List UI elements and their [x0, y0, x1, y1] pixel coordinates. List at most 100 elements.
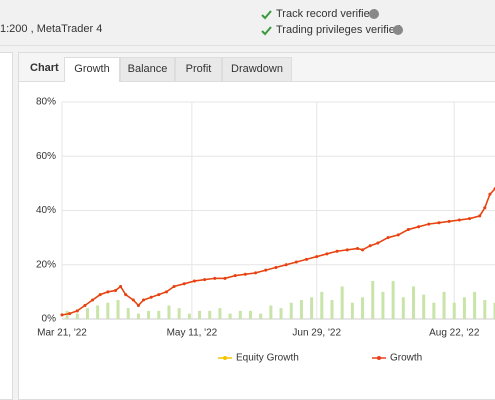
bar: [401, 297, 405, 319]
bar: [187, 313, 191, 319]
y-tick-label: 80%: [36, 97, 56, 108]
bar: [310, 297, 314, 319]
bar: [371, 281, 375, 319]
point: [274, 265, 278, 269]
point: [113, 289, 117, 293]
point: [172, 284, 176, 288]
point: [164, 290, 168, 294]
point: [124, 293, 128, 297]
bar: [126, 308, 130, 319]
bar: [279, 308, 283, 319]
bar: [198, 310, 202, 319]
bar: [350, 302, 354, 319]
point: [417, 225, 421, 229]
point: [478, 214, 482, 218]
bar: [442, 291, 446, 319]
point: [345, 248, 349, 252]
point: [361, 248, 365, 252]
x-tick-label: Aug 22, '22: [429, 328, 480, 339]
series-line: [61, 188, 495, 316]
point: [284, 263, 288, 267]
check-text: Track record verified: [276, 8, 376, 20]
point: [75, 309, 79, 313]
point: [213, 276, 217, 280]
point: [254, 271, 258, 275]
tab-label: Chart: [30, 62, 59, 74]
point: [142, 298, 146, 302]
point: [243, 272, 247, 276]
y-tick-label: 20%: [36, 259, 56, 270]
point: [149, 295, 153, 299]
bar: [147, 310, 151, 319]
bar: [483, 300, 487, 319]
point: [131, 298, 135, 302]
point: [223, 276, 227, 280]
bar: [65, 310, 69, 319]
x-tick-label: Jun 29, '22: [292, 328, 341, 339]
legend-marker: [377, 356, 381, 360]
bar: [116, 300, 120, 319]
point: [315, 255, 319, 259]
point: [447, 219, 451, 223]
point: [457, 218, 461, 222]
chart-card: [18, 52, 495, 400]
point: [119, 284, 123, 288]
bar: [136, 313, 140, 319]
tab[interactable]: Growth: [64, 57, 120, 82]
point: [203, 278, 207, 282]
bar: [248, 310, 252, 319]
bar: [75, 313, 79, 319]
bar: [208, 310, 212, 319]
point: [368, 244, 372, 248]
legend-marker: [223, 356, 227, 360]
point: [386, 236, 390, 240]
bar: [259, 313, 263, 319]
bar: [320, 291, 324, 319]
point: [98, 293, 102, 297]
bar: [289, 302, 293, 319]
bar: [422, 294, 426, 319]
bar: [299, 300, 303, 319]
tab[interactable]: Profit: [175, 57, 222, 81]
bar: [381, 291, 385, 319]
legend-label: Equity Growth: [236, 353, 299, 364]
point: [91, 298, 95, 302]
point: [233, 274, 237, 278]
point: [157, 293, 161, 297]
bar: [218, 308, 222, 319]
bar: [228, 313, 232, 319]
y-tick-label: 60%: [36, 151, 56, 162]
bar: [493, 302, 495, 319]
point: [305, 257, 309, 261]
point: [106, 290, 110, 294]
point: [488, 192, 492, 196]
point: [68, 312, 72, 316]
point: [483, 206, 487, 210]
point: [437, 221, 441, 225]
bar: [177, 308, 181, 319]
point: [294, 260, 298, 264]
legend-label: Growth: [390, 353, 422, 364]
point: [427, 222, 431, 226]
info-icons[interactable]: [368, 8, 408, 38]
point: [406, 227, 410, 231]
account-info: 1:200 , MetaTrader 4: [0, 23, 103, 35]
tab[interactable]: Drawdown: [222, 57, 292, 81]
check-text: Trading privileges verified: [276, 24, 401, 36]
bar: [473, 291, 477, 319]
point: [136, 303, 140, 307]
bar: [85, 308, 89, 319]
bar: [452, 302, 456, 319]
bar: [269, 305, 273, 319]
check-icons: [261, 10, 272, 36]
point: [192, 279, 196, 283]
tab[interactable]: Balance: [120, 57, 175, 81]
bar: [391, 281, 395, 319]
point: [396, 233, 400, 237]
bar: [432, 302, 436, 319]
point: [325, 252, 329, 256]
bar: [238, 310, 242, 319]
bar: [106, 302, 110, 319]
